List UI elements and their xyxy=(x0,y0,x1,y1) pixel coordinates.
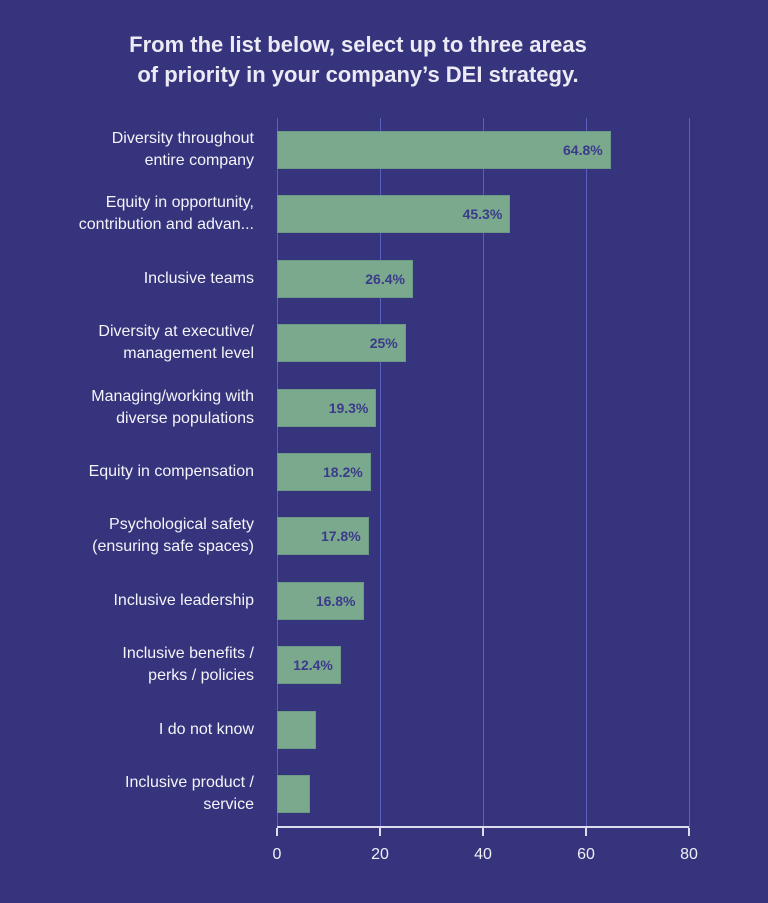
category-label: Inclusive teams xyxy=(143,269,254,287)
x-tick-label: 60 xyxy=(577,846,595,863)
data-label: 64.8% xyxy=(563,142,603,158)
x-tick-label: 40 xyxy=(474,846,492,863)
data-label: 25% xyxy=(369,335,398,352)
category-label: Inclusive product / service xyxy=(125,774,254,813)
gridline xyxy=(482,118,484,828)
data-label: 17.8% xyxy=(320,528,361,545)
bar xyxy=(277,581,364,620)
data-label: 19.3% xyxy=(328,399,369,416)
bar xyxy=(277,517,369,556)
data-label: 18.2% xyxy=(323,464,363,480)
category-label: Equity in opportunity, contribution and … xyxy=(78,194,254,234)
category-label: I do not know xyxy=(158,720,254,738)
data-label: 16.8% xyxy=(315,592,356,609)
x-tick xyxy=(482,828,484,836)
x-tick xyxy=(688,828,690,836)
x-tick xyxy=(276,828,278,836)
category-label: Diversity at executive/ management level xyxy=(98,323,254,363)
data-label: 45.3% xyxy=(462,206,503,223)
category-label: Equity in compensation xyxy=(88,463,254,480)
x-axis-line xyxy=(277,826,689,828)
chart-title: From the list below, select up to three … xyxy=(129,32,587,87)
category-label: Managing/working with diverse population… xyxy=(91,387,254,427)
bar xyxy=(277,710,316,749)
data-label: 26.4% xyxy=(365,270,405,287)
gridline xyxy=(379,118,381,828)
category-label: Inclusive leadership xyxy=(113,591,254,609)
bar xyxy=(277,775,311,813)
bar xyxy=(277,259,413,298)
bar xyxy=(277,453,371,491)
gridline xyxy=(688,118,690,828)
bar xyxy=(277,131,611,169)
category-label: Diversity throughout entire company xyxy=(111,130,254,169)
bar xyxy=(277,388,377,427)
gridline xyxy=(585,118,587,828)
bar xyxy=(277,324,406,363)
x-tick xyxy=(379,828,381,836)
x-tick-label: 20 xyxy=(371,846,389,863)
data-label: 12.4% xyxy=(293,657,333,674)
category-label: Inclusive benefits / perks / policies xyxy=(122,645,254,685)
x-tick-label: 80 xyxy=(680,846,698,863)
x-tick-label: 0 xyxy=(272,846,282,863)
bar xyxy=(277,646,341,685)
bar xyxy=(277,195,511,234)
category-label: Psychological safety (ensuring safe spac… xyxy=(92,516,254,556)
x-tick xyxy=(585,828,587,836)
